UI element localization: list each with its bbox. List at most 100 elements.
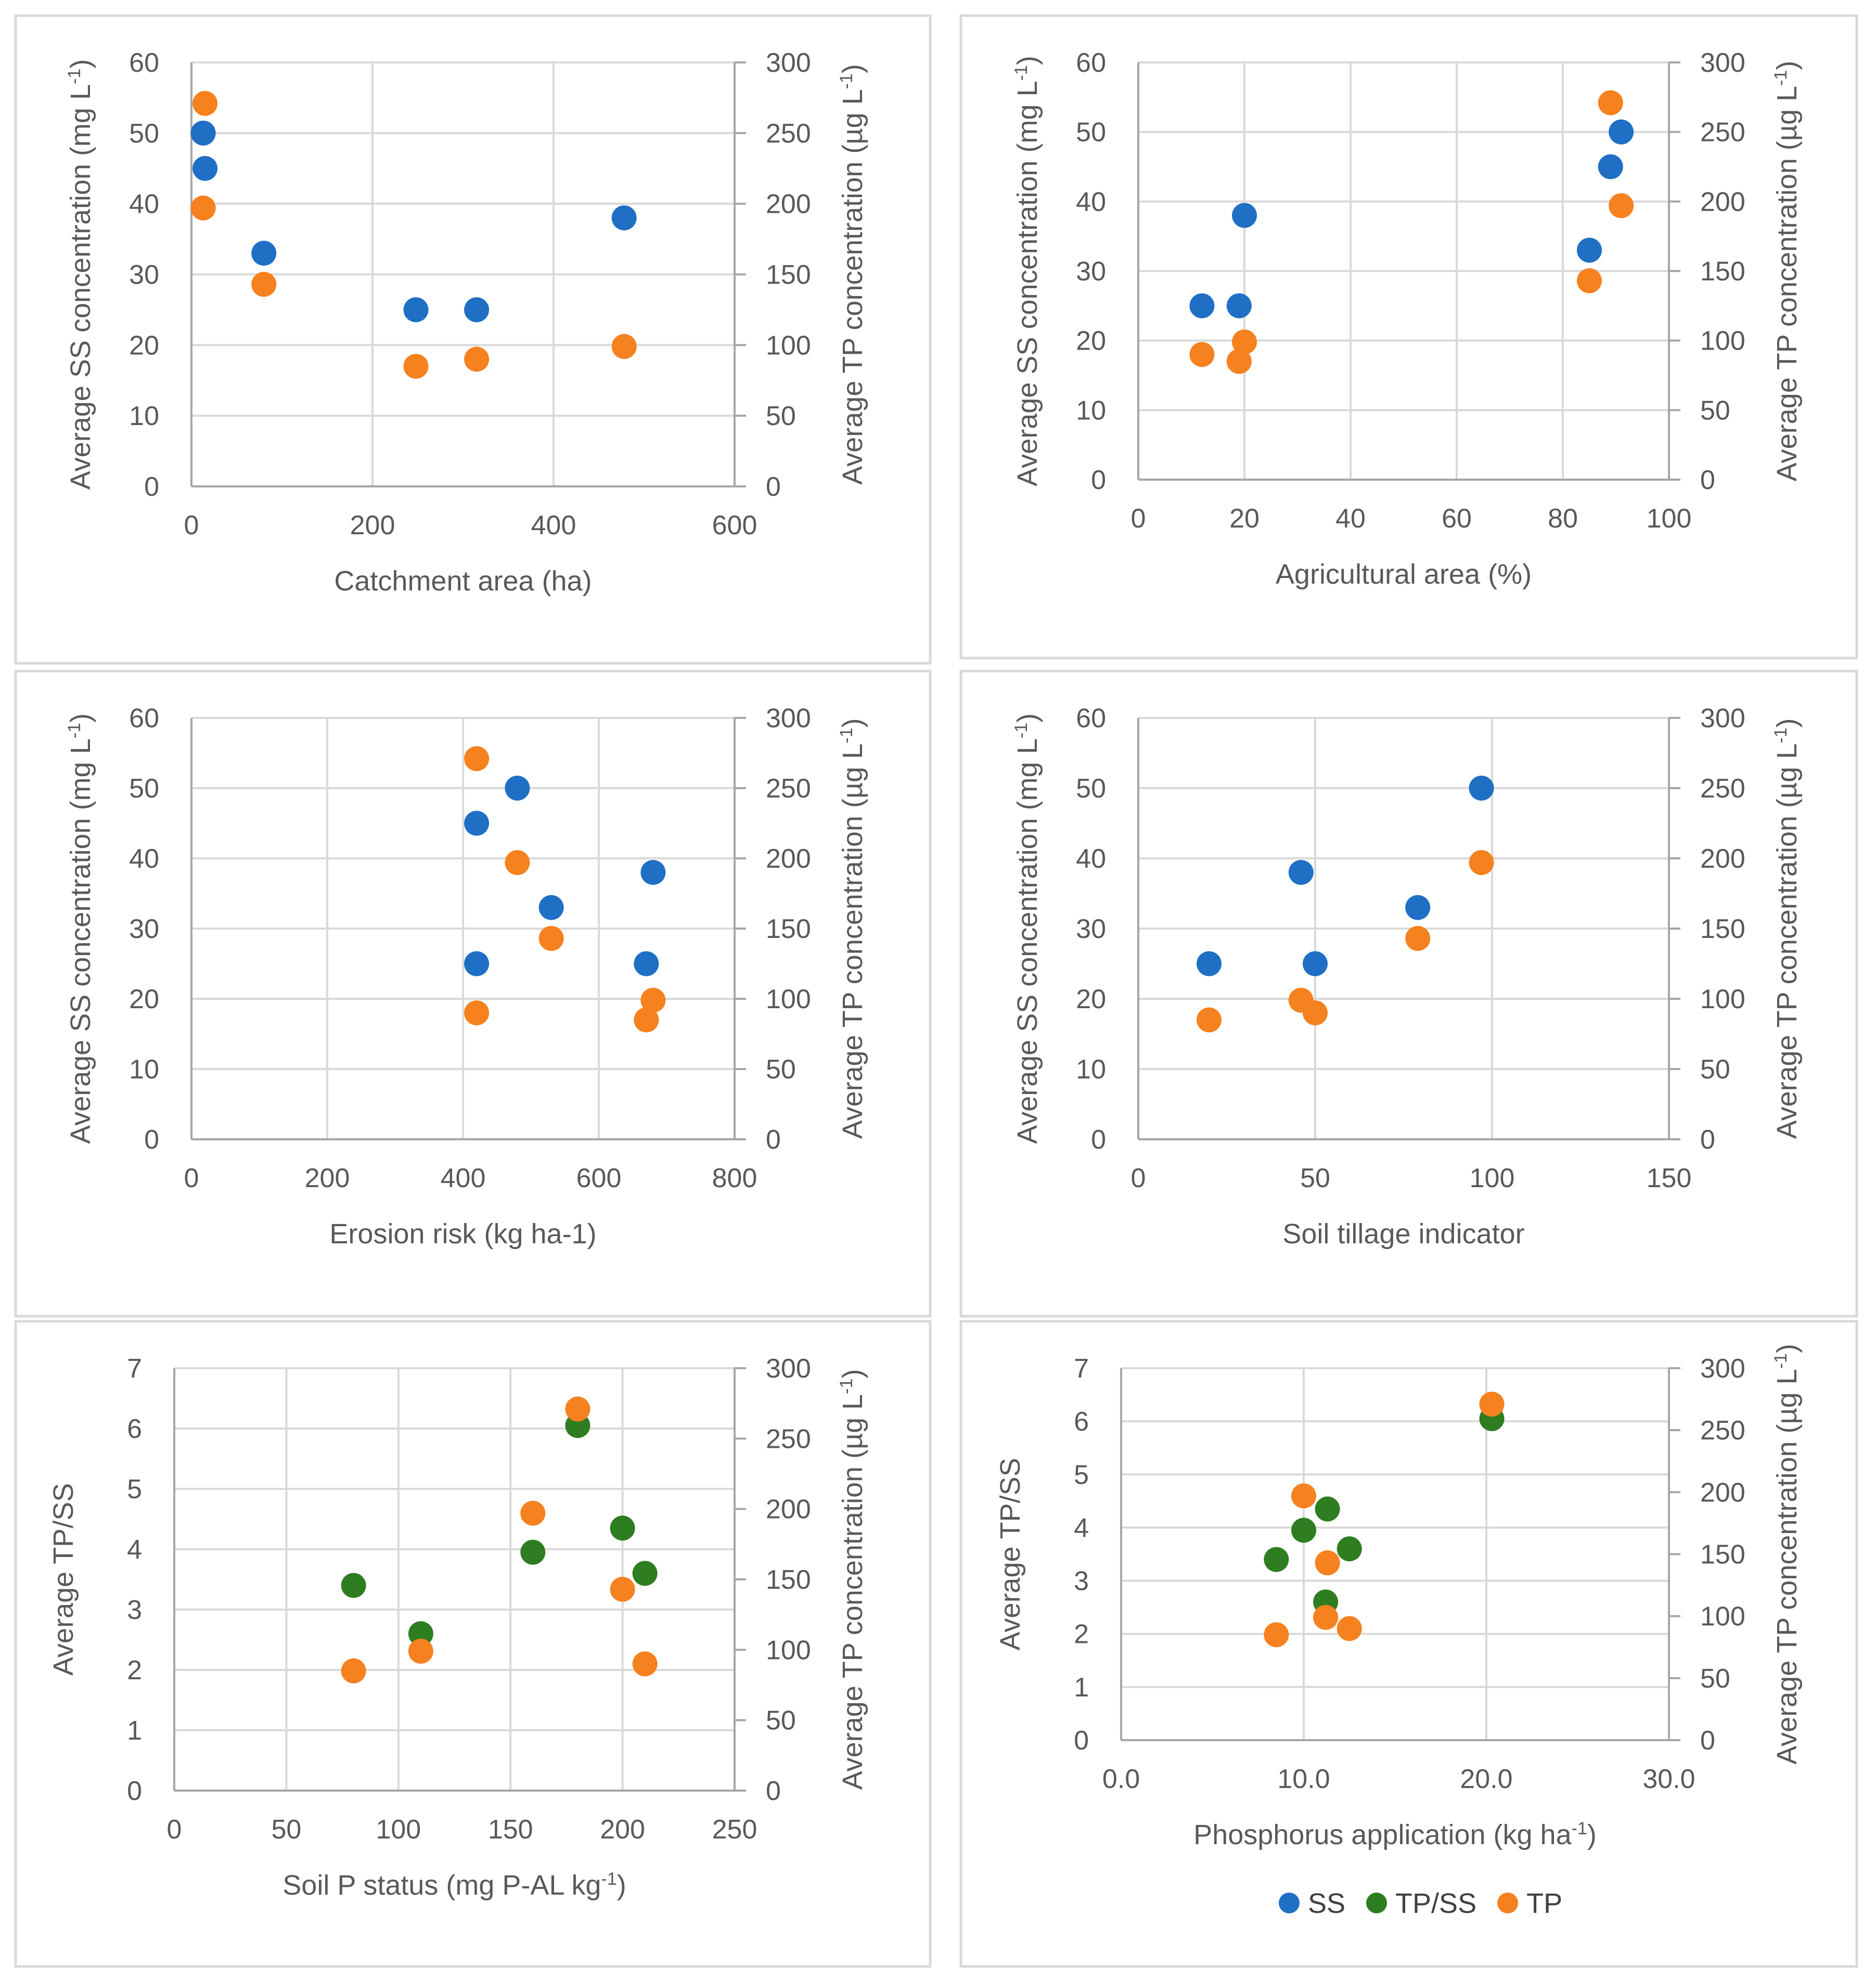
y-right-tick-label: 300 xyxy=(766,1354,811,1384)
y-left-tick-label: 0 xyxy=(144,472,159,502)
point-tp-ss xyxy=(1264,1547,1289,1572)
point-ss xyxy=(505,776,530,801)
y-right-tick-label: 300 xyxy=(1700,1354,1745,1384)
point-tp xyxy=(1598,90,1623,115)
point-ss xyxy=(1303,951,1328,976)
y-axis-left-label: Average TP/SS xyxy=(995,1458,1026,1650)
x-tick-label: 200 xyxy=(305,1163,350,1193)
point-ss xyxy=(634,951,659,976)
x-tick-label: 600 xyxy=(576,1163,622,1193)
y-left-tick-label: 2 xyxy=(127,1655,142,1686)
point-ss xyxy=(192,156,218,181)
y-left-tick-label: 0 xyxy=(144,1125,159,1155)
y-right-tick-label: 0 xyxy=(1700,1125,1715,1155)
x-tick-label: 150 xyxy=(1647,1163,1692,1193)
point-tp xyxy=(1315,1550,1340,1576)
y-right-tick-label: 100 xyxy=(1700,984,1745,1014)
point-ss xyxy=(1598,154,1623,179)
legend-marker xyxy=(1279,1893,1300,1913)
y-right-tick-label: 250 xyxy=(1700,1416,1745,1446)
y-right-tick-label: 250 xyxy=(766,1424,811,1454)
x-tick-label: 0 xyxy=(167,1815,182,1845)
y-left-tick-label: 5 xyxy=(127,1474,142,1504)
x-tick-label: 20.0 xyxy=(1460,1764,1512,1794)
y-right-tick-label: 300 xyxy=(1700,48,1745,78)
y-right-tick-label: 150 xyxy=(1700,256,1745,287)
point-tp-ss xyxy=(408,1621,433,1646)
label-superscript: -1 xyxy=(1011,723,1031,738)
y-left-tick-label: 50 xyxy=(129,119,159,149)
x-tick-label: 150 xyxy=(488,1815,533,1845)
point-tp xyxy=(464,346,490,372)
x-tick-label: 50 xyxy=(271,1815,301,1845)
x-tick-label: 10.0 xyxy=(1277,1764,1330,1794)
y-axis-left-label: Average SS concentration (mg L-1) xyxy=(65,59,96,490)
x-tick-label: 250 xyxy=(712,1815,757,1845)
y-left-tick-label: 3 xyxy=(1074,1566,1089,1597)
point-tp xyxy=(1197,1007,1222,1033)
legend-label: TP xyxy=(1526,1888,1562,1919)
panel-frame xyxy=(959,1320,1858,1968)
label-text: Soil P status (mg P-AL kg xyxy=(282,1870,601,1901)
y-left-tick-label: 50 xyxy=(1076,774,1106,804)
y-left-tick-label: 60 xyxy=(1076,48,1106,78)
y-right-tick-label: 50 xyxy=(766,1054,796,1085)
label-text: Phosphorus application (kg ha xyxy=(1193,1819,1572,1850)
x-tick-label: 600 xyxy=(712,510,757,541)
x-tick-label: 400 xyxy=(441,1163,486,1193)
label-superscript: -1 xyxy=(1011,65,1031,81)
legend-item-tp-ss: TP/SS xyxy=(1366,1888,1476,1919)
x-tick-label: 0 xyxy=(184,1163,199,1193)
y-right-tick-label: 150 xyxy=(766,1565,811,1595)
y-left-tick-label: 60 xyxy=(1076,703,1106,734)
y-right-tick-label: 100 xyxy=(766,984,811,1014)
y-left-tick-label: 20 xyxy=(129,984,159,1014)
y-left-tick-label: 30 xyxy=(1076,914,1106,944)
x-tick-label: 50 xyxy=(1300,1163,1330,1193)
y-left-tick-label: 50 xyxy=(129,774,159,804)
point-tp xyxy=(1469,850,1494,876)
y-right-tick-label: 50 xyxy=(766,401,796,431)
y-right-tick-label: 50 xyxy=(766,1706,796,1736)
label-superscript: -1 xyxy=(1771,1353,1791,1369)
point-ss xyxy=(464,811,490,836)
chart-panel-6: 0 1 2 3 4 5 6 7 0 50 100 150 200 250 300 0.0 10.0 20.0 30.… xyxy=(959,1320,1858,1968)
y-right-tick-label: 50 xyxy=(1700,1664,1730,1694)
y-right-tick-label: 100 xyxy=(766,1635,811,1665)
label-superscript: -1 xyxy=(837,73,856,89)
y-left-tick-label: 10 xyxy=(129,401,159,431)
y-right-tick-label: 100 xyxy=(766,330,811,361)
y-left-tick-label: 0 xyxy=(1074,1726,1089,1756)
y-axis-right-label: Average TP concentration (µg L-1) xyxy=(837,718,868,1139)
point-ss xyxy=(190,120,216,146)
y-axis-left-label: Average SS concentration (mg L-1) xyxy=(1011,56,1043,486)
point-tp xyxy=(1313,1605,1339,1630)
x-tick-label: 200 xyxy=(350,510,395,541)
y-left-tick-label: 6 xyxy=(127,1414,142,1444)
y-right-tick-label: 250 xyxy=(1700,774,1745,804)
label-text: Average TP/SS xyxy=(995,1458,1026,1650)
legend-item-ss: SS xyxy=(1279,1888,1345,1919)
label-superscript: -1 xyxy=(1771,70,1791,86)
x-tick-label: 100 xyxy=(1470,1163,1515,1193)
y-left-tick-label: 7 xyxy=(1074,1354,1089,1384)
y-right-tick-label: 200 xyxy=(1700,187,1745,217)
point-tp xyxy=(565,1396,590,1422)
panel-frame xyxy=(959,670,1858,1318)
y-axis-left-label: Average SS concentration (mg L-1) xyxy=(1011,713,1043,1144)
point-tp-ss xyxy=(610,1515,635,1541)
y-left-tick-label: 2 xyxy=(1074,1619,1089,1650)
y-left-tick-label: 10 xyxy=(1076,395,1106,426)
y-left-tick-label: 60 xyxy=(129,703,159,734)
point-tp xyxy=(408,1639,433,1664)
panel-frame xyxy=(14,670,932,1318)
label-text-tail: ) xyxy=(1771,61,1803,70)
label-text-tail: ) xyxy=(1771,1344,1803,1353)
point-ss xyxy=(1226,293,1252,318)
point-ss xyxy=(1189,293,1215,318)
label-text: Average TP concentration (µg L xyxy=(837,743,868,1139)
label-text-tail: ) xyxy=(837,718,868,728)
point-tp xyxy=(464,746,490,771)
